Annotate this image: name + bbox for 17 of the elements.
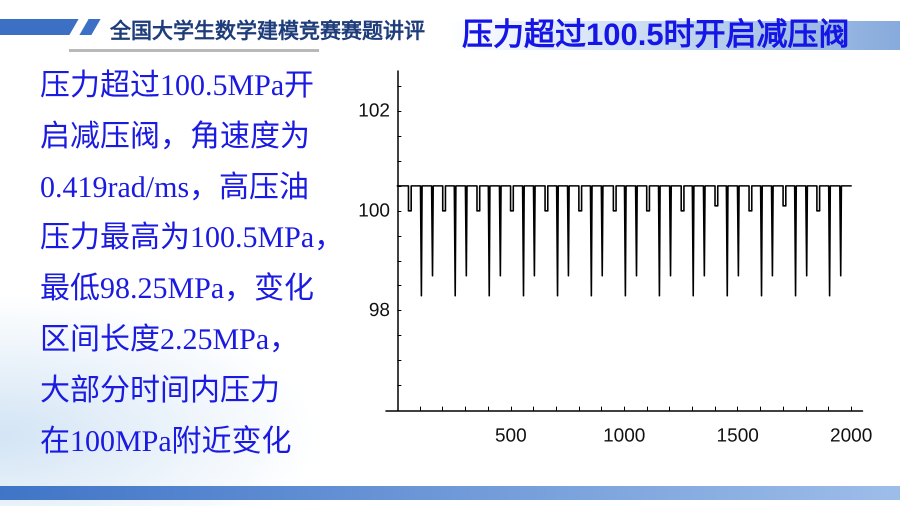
y-tick-label: 100 — [358, 200, 390, 222]
text: 在100MPa附近变化 — [40, 424, 292, 460]
text: 0.419rad/ms，高压油 — [40, 170, 310, 206]
y-tick-label: 102 — [358, 100, 390, 122]
x-tick-label: 1500 — [716, 426, 759, 447]
text: 最低98.25MPa，变化 — [40, 271, 314, 308]
chart-subtitle: 全国大学生数学建模竞赛赛题讲评 — [110, 18, 425, 44]
text: 区间长度2.25MPa， — [40, 322, 300, 358]
x-tick-label: 1000 — [603, 426, 646, 447]
text: 压力最高为100.5MPa， — [40, 220, 344, 256]
text: 启减压阀，角速度为 — [40, 118, 310, 155]
chart-title: 压力超过100.5时开启减压阀 — [462, 17, 850, 53]
y-tick-label: 98 — [368, 300, 390, 322]
x-tick-label: 2000 — [830, 426, 872, 447]
text: 压力超过100.5MPa开 — [40, 68, 314, 104]
x-tick-label: 500 — [494, 426, 527, 447]
text: 大部分时间内压力 — [40, 372, 280, 409]
